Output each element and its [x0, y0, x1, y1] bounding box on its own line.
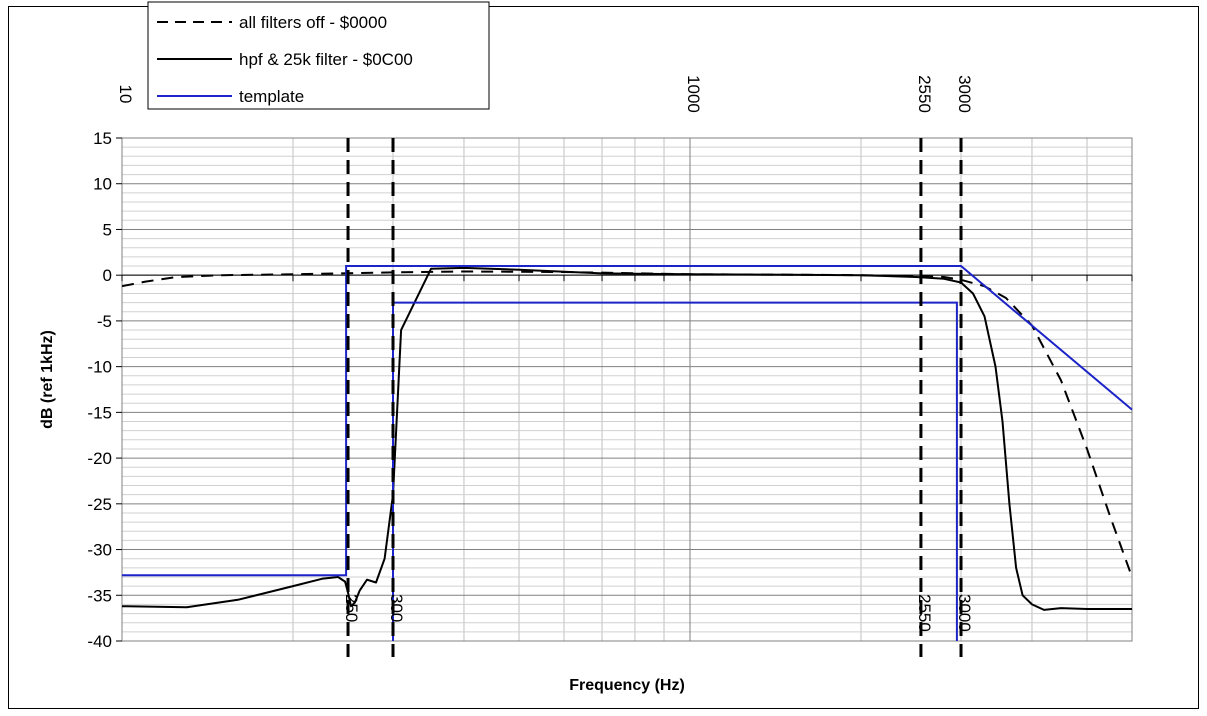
marker-label-top-1000: 1000	[684, 75, 703, 113]
y-tick-label: -10	[87, 358, 112, 377]
marker-label-bottom-2550: 2550	[915, 594, 934, 632]
zero-axis-ticks	[121, 275, 1133, 282]
y-tick-label: -15	[87, 403, 112, 422]
y-axis-title: dB (ref 1kHz)	[39, 330, 56, 429]
series-1-line	[121, 266, 1132, 611]
marker-label-bottom-3000: 3000	[955, 594, 974, 632]
legend-label-hpf-25k-filter: hpf & 25k filter - $0C00	[239, 50, 413, 69]
minor-gridlines	[122, 138, 1133, 641]
plot-area	[121, 137, 1133, 642]
series-0-line	[121, 270, 1133, 578]
major-gridlines	[121, 137, 1132, 642]
template-segment-1	[392, 301, 958, 641]
series-layer	[121, 138, 1133, 657]
legend-label-template: template	[239, 87, 304, 106]
legend-box	[147, 1, 490, 110]
x-axis-title: Frequency (Hz)	[569, 677, 685, 694]
y-tick-label: -25	[87, 495, 112, 514]
y-tick-label: 5	[103, 220, 112, 239]
legend-label-all-filters-off: all filters off - $0000	[239, 13, 387, 32]
y-tick-label: 10	[93, 175, 112, 194]
marker-labels: 1025030010002550300025030025503000	[116, 75, 974, 632]
template-segment-0	[122, 265, 1133, 577]
y-tick-label: 0	[103, 266, 112, 285]
marker-label-top-10: 10	[116, 85, 135, 104]
y-tick-label: -30	[87, 541, 112, 560]
marker-label-bottom-300: 300	[387, 594, 406, 622]
y-tick-label: 15	[93, 129, 112, 148]
y-tick-label: -40	[87, 632, 112, 651]
y-tick-label: -5	[97, 312, 112, 331]
marker-label-bottom-250: 250	[342, 594, 361, 622]
marker-label-top-3000: 3000	[955, 75, 974, 113]
legend: all filters off - $0000 hpf & 25k filter…	[147, 1, 490, 110]
y-tick-label: -35	[87, 586, 112, 605]
y-tick-labels: 15 10 5 0 -5 -10 -15 -20 -25 -30 -35 -40	[87, 129, 122, 651]
marker-label-top-2550: 2550	[915, 75, 934, 113]
y-tick-label: -20	[87, 449, 112, 468]
